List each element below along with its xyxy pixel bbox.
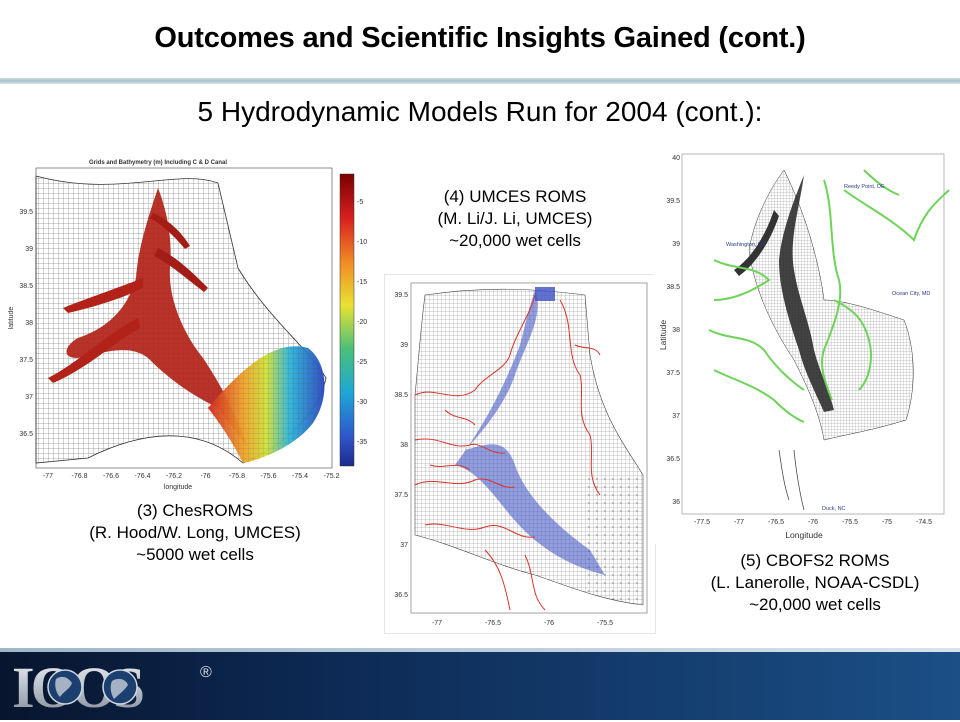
cbofs2-x-tick-label: -75 — [882, 519, 892, 526]
cbofs2-xlabel: Longitude — [785, 530, 823, 540]
ioos-logo: IOOS ® — [10, 655, 230, 720]
umces-roms-caption-line-2: (M. Li/J. Li, UMCES) — [437, 209, 593, 228]
place-label-reedy-point: Reedy Point, DE — [844, 184, 885, 190]
slide-subtitle: 5 Hydrodynamic Models Run for 2004 (cont… — [197, 96, 763, 127]
umces-x-tick-label: -75.5 — [597, 620, 613, 627]
place-label-duck: Duck, NC — [822, 506, 846, 512]
chesroms-y-tick-label: 36.5 — [19, 431, 33, 438]
cbofs2-y-tick-label: 37 — [672, 413, 680, 420]
umces-roms-caption-line-3: ~20,000 wet cells — [449, 231, 581, 250]
cbofs2-y-tick-label: 36.5 — [666, 456, 680, 463]
cbofs2-caption: (5) CBOFS2 ROMS (L. Lanerolle, NOAA-CSDL… — [670, 550, 960, 616]
bathymetry-colorbar — [339, 173, 355, 467]
cbofs2-caption-line-3: ~20,000 wet cells — [749, 595, 881, 614]
cbofs2-x-tick-label: -74.5 — [916, 519, 932, 526]
umces-y-tick-label: 38.5 — [394, 392, 408, 399]
registered-mark: ® — [200, 664, 212, 681]
chesroms-x-tick-label: -76 — [200, 473, 210, 480]
chesroms-x-tick-label: -76.6 — [103, 473, 119, 480]
cbofs2-x-tick-label: -76 — [808, 519, 818, 526]
cbofs2-plot: Reedy Point, DE Washington, DC Ocean Cit… — [658, 153, 950, 540]
chesroms-caption-line-2: (R. Hood/W. Long, UMCES) — [89, 523, 301, 542]
chesroms-x-tick-label: -75.2 — [324, 473, 340, 480]
place-label-washington: Washington, DC — [726, 242, 766, 248]
cbofs2-y-tick-label: 39.5 — [666, 198, 680, 205]
umces-y-tick-label: 39.5 — [394, 292, 408, 299]
colorbar-tick-label: -35 — [357, 439, 367, 446]
cbofs2-x-tick-label: -77.5 — [694, 519, 710, 526]
umces-y-tick-label: 39 — [400, 342, 408, 349]
place-label-ocean-city: Ocean City, MD — [892, 291, 930, 297]
chesroms-x-tick-label: -75.8 — [229, 473, 245, 480]
chesroms-x-tick-label: -76.8 — [72, 473, 88, 480]
chesroms-xlabel: longitude — [164, 484, 193, 491]
cbofs2-ylabel: Latitude — [658, 320, 668, 351]
colorbar-tick-label: -15 — [357, 279, 367, 286]
chesroms-y-tick-label: 37.5 — [19, 357, 33, 364]
footer-divider — [0, 648, 960, 652]
chesroms-x-tick-label: -76.2 — [166, 473, 182, 480]
cbofs2-y-tick-label: 39 — [672, 241, 680, 248]
chesroms-y-tick-label: 38.5 — [19, 283, 33, 290]
chesroms-y-tick-label: 38 — [25, 320, 33, 327]
cbofs2-y-tick-label: 38.5 — [666, 284, 680, 291]
umces-x-tick-label: -76 — [544, 620, 554, 627]
footer-bar — [0, 652, 960, 720]
umces-y-tick-label: 37.5 — [394, 492, 408, 499]
chesroms-caption-line-1: (3) ChesROMS — [136, 501, 254, 520]
chesroms-plot: Grids and Bathymetry (m) Including C & D… — [8, 160, 367, 491]
chesroms-caption-line-3: ~5000 wet cells — [136, 545, 254, 564]
title-divider — [0, 78, 960, 84]
umces-roms-figure: -77 -76.5 -76 -75.5 39.5 39 38.5 38 37.5 37 36.5 — [384, 274, 656, 634]
cbofs2-caption-line-2: (L. Lanerolle, NOAA-CSDL) — [710, 573, 920, 592]
cbofs2-y-tick-label: 38 — [672, 327, 680, 334]
chesroms-y-tick-label: 39 — [25, 246, 33, 253]
chesroms-y-tick-label: 39.5 — [19, 209, 33, 216]
cbofs2-x-tick-label: -76.5 — [768, 519, 784, 526]
umces-y-tick-label: 36.5 — [394, 592, 408, 599]
cbofs2-caption-line-1: (5) CBOFS2 ROMS — [740, 551, 890, 570]
umces-x-tick-label: -77 — [432, 620, 442, 627]
cbofs2-x-tick-label: -77 — [734, 519, 744, 526]
umces-roms-caption: (4) UMCES ROMS (M. Li/J. Li, UMCES) ~20,… — [370, 186, 660, 252]
chesroms-x-tick-label: -76.4 — [135, 473, 151, 480]
cbofs2-y-tick-label: 40 — [672, 155, 680, 162]
umces-y-tick-label: 37 — [400, 542, 408, 549]
chesroms-caption: (3) ChesROMS (R. Hood/W. Long, UMCES) ~5… — [30, 500, 360, 566]
cbofs2-x-tick-label: -75.5 — [842, 519, 858, 526]
chesroms-plot-title: Grids and Bathymetry (m) Including C & D… — [89, 160, 227, 166]
umces-roms-caption-line-1: (4) UMCES ROMS — [443, 187, 587, 206]
chesroms-y-tick-label: 37 — [25, 394, 33, 401]
colorbar-tick-label: -10 — [357, 239, 367, 246]
chesroms-figure: Grids and Bathymetry (m) Including C & D… — [8, 158, 370, 496]
colorbar-tick-label: -20 — [357, 319, 367, 326]
slide-title: Outcomes and Scientific Insights Gained … — [154, 22, 806, 54]
colorbar-tick-label: -30 — [357, 399, 367, 406]
ioos-logo-image: IOOS ® — [12, 655, 212, 720]
cbofs2-figure: Reedy Point, DE Washington, DC Ocean Cit… — [654, 150, 954, 544]
umces-x-tick-label: -76.5 — [485, 620, 501, 627]
cbofs2-y-tick-label: 36 — [672, 499, 680, 506]
colorbar-tick-label: -5 — [357, 199, 363, 206]
colorbar-tick-label: -25 — [357, 359, 367, 366]
umces-y-tick-label: 38 — [400, 442, 408, 449]
chesroms-x-tick-label: -77 — [43, 473, 53, 480]
umces-roms-plot: -77 -76.5 -76 -75.5 39.5 39 38.5 38 37.5 37 36.5 — [394, 282, 648, 627]
chesroms-ylabel: latitude — [8, 307, 15, 330]
cbofs2-y-tick-label: 37.5 — [666, 370, 680, 377]
chesroms-x-tick-label: -75.6 — [261, 473, 277, 480]
chesroms-x-tick-label: -75.4 — [292, 473, 308, 480]
